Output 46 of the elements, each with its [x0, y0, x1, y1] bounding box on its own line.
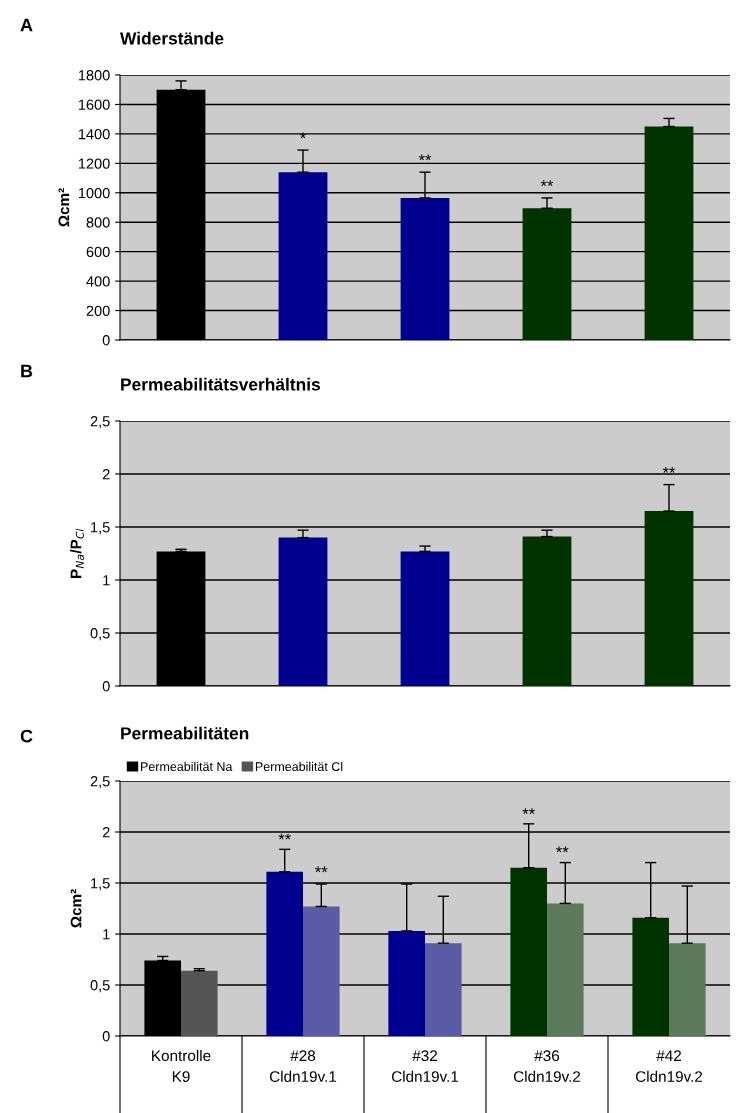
text: C [20, 729, 33, 743]
y-tick-label: 2,5 [90, 416, 110, 429]
y-tick-label: 0 [102, 1031, 110, 1042]
y-tick-label: 2 [102, 469, 110, 480]
x-tick-label: Kontrolle K9 [152, 1049, 211, 1082]
y-tick-label: 1 [103, 929, 110, 940]
y-tick-label: 400 [86, 276, 110, 287]
annotation: ** [556, 846, 569, 853]
chart-title: Permeabilitätsverhältnis [121, 377, 320, 391]
x-tick-label: #36 Cldn19v.2 [513, 1050, 581, 1082]
y-tick-label: 1 [103, 575, 110, 586]
y-tick-label: 0 [102, 681, 110, 692]
chart-title: Permeabilitäten [121, 726, 249, 740]
y-tick-label: 2,5 [90, 776, 110, 789]
y-tick-label: 1,5 [91, 522, 110, 535]
legend-label: Permeabilität Na [141, 761, 233, 772]
y-axis-title: Ωcm² [70, 889, 82, 928]
y-tick-label: 1200 [78, 158, 110, 169]
annotation: ** [418, 154, 432, 161]
x-tick-label: #32 Cldn19v.1 [391, 1050, 459, 1082]
y-tick-label: 0,5 [90, 628, 110, 641]
y-tick-label: 800 [86, 217, 110, 228]
y-tick-label: 1400 [78, 128, 110, 140]
y-axis-title: Ωcm² [58, 188, 70, 227]
annotation: * [300, 132, 306, 139]
annotation: ** [278, 833, 291, 840]
annotation: ** [522, 808, 535, 814]
y-tick-label: 0,5 [90, 980, 110, 993]
chart-title: Widerstände [120, 31, 224, 45]
y-tick-label: 0 [102, 335, 110, 346]
annotation: ** [540, 180, 554, 187]
annotation: ** [662, 466, 676, 473]
y-tick-label: 1600 [78, 99, 110, 110]
y-axis-title: P$_{Na}$/P$_{Cl}$ [70, 528, 84, 578]
text: B [21, 364, 33, 378]
y-tick-label: 200 [86, 305, 110, 316]
y-tick-label: 600 [86, 246, 110, 258]
y-tick-label: 1,5 [91, 878, 110, 891]
legend-label: Permeabilität Cl [255, 761, 343, 772]
y-tick-label: 1000 [78, 187, 110, 199]
y-tick-label: 2 [102, 827, 110, 838]
x-tick-label: #42 Cldn19v.2 [635, 1050, 703, 1082]
annotation: ** [315, 866, 328, 873]
text: A [20, 18, 33, 32]
y-tick-label: 1800 [78, 70, 110, 81]
x-tick-label: #28 Cldn19v.1 [269, 1050, 337, 1082]
